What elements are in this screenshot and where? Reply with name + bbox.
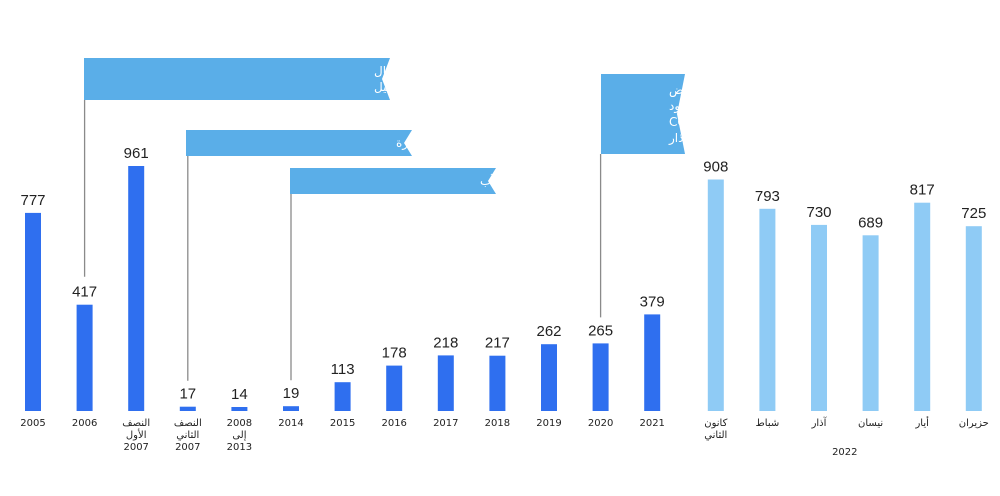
tick-label-2-2: 2007	[123, 442, 148, 453]
bar-4	[231, 407, 248, 411]
value-label-17: 817	[910, 182, 935, 199]
tick-label-4-2: 2013	[227, 442, 252, 453]
tick-label-1-0: 2006	[72, 418, 97, 429]
value-label-11: 265	[588, 322, 613, 339]
bar-6	[334, 382, 351, 411]
tick-label-18-0: حزيران	[959, 418, 989, 429]
tick-label-2-1: الأول	[126, 428, 147, 441]
annotations-layer: آذار 2006 -إسرائيل تتوقف عن السماح للعما…	[83, 58, 727, 381]
annotation-text-3-3: منذ آذار	[668, 130, 707, 146]
tick-label-5-0: 2014	[278, 418, 303, 429]
bar-7	[386, 365, 403, 411]
tick-label-3-0: النصف	[174, 418, 202, 429]
value-labels-layer: 777 417 961 17 14 19 113 178 218 217 262 265 379 908 7…	[20, 145, 986, 403]
annotation-text-0-0: آذار 2006 -إسرائيل تتوقف عن السماح للعما…	[374, 63, 606, 79]
tick-label-8-0: 2017	[433, 418, 458, 429]
tick-label-14-0: شباط	[756, 418, 780, 429]
bar-10	[541, 344, 557, 411]
tick-label-11-0: 2020	[588, 418, 613, 429]
tick-label-6-0: 2015	[330, 418, 355, 429]
tick-label-3-1: الثاني	[176, 430, 199, 441]
value-label-0: 777	[20, 192, 45, 209]
tick-label-7-0: 2016	[381, 418, 406, 429]
bar-12	[644, 314, 661, 411]
bars-layer	[25, 166, 982, 411]
tick-label-9-0: 2018	[485, 418, 510, 429]
group-label-2022: 2022	[832, 447, 857, 458]
value-label-16: 689	[858, 214, 883, 231]
bar-13	[707, 179, 724, 411]
bar-3	[179, 406, 196, 411]
tick-label-2-0: النصف	[122, 418, 150, 429]
tick-label-15-0: آذار	[811, 416, 828, 429]
annotation-box-0	[84, 58, 390, 100]
bar-1	[76, 304, 93, 411]
bar-11	[592, 343, 609, 411]
tick-label-0-0: 2005	[20, 418, 45, 429]
bar-9	[489, 355, 506, 411]
value-label-14: 793	[755, 188, 780, 205]
value-label-9: 217	[485, 335, 510, 352]
bar-5	[283, 406, 299, 411]
value-label-2: 961	[124, 145, 149, 162]
value-label-4: 14	[231, 386, 248, 403]
value-label-12: 379	[640, 293, 665, 310]
value-label-5: 19	[283, 385, 300, 402]
tick-label-10-0: 2019	[536, 418, 561, 429]
annotation-text-0-1: الفلسطينيين بدخول إسرائيل	[374, 80, 514, 95]
tick-label-17-0: أيار	[914, 416, 929, 429]
value-label-10: 262	[536, 323, 561, 340]
tick-label-3-2: 2007	[175, 442, 200, 453]
tick-labels-layer: 2005 2006 النصفالأول2007النصفالثاني2007200…	[20, 416, 989, 458]
annotation-text-3-1: قيود	[669, 99, 690, 114]
annotation-text-3-2: COVID-19	[669, 115, 727, 129]
value-label-1: 417	[72, 284, 97, 301]
value-label-15: 730	[806, 204, 831, 221]
tick-label-13-0: كانون	[704, 418, 727, 429]
bar-14	[759, 208, 776, 411]
bar-2	[128, 166, 145, 411]
annotation-text-2-0: تصعيد الأعمال القتالية تموز - آب	[480, 173, 640, 189]
tick-label-4-0: 2008	[227, 418, 252, 429]
tick-label-13-1: الثاني	[704, 430, 727, 441]
bar-18	[965, 226, 982, 411]
tick-label-16-0: نيسان	[858, 418, 883, 429]
tick-label-12-0: 2021	[639, 418, 664, 429]
bar-0	[25, 212, 41, 411]
annotation-text-1-0: حزيران 2007 - فرض الحصار على غزة	[396, 136, 592, 151]
bar-8	[437, 355, 454, 411]
value-label-13: 908	[703, 159, 728, 176]
value-label-6: 113	[331, 361, 355, 378]
bar-15	[811, 224, 827, 411]
annotation-box-2	[290, 168, 496, 194]
annotation-box-3	[601, 74, 685, 154]
value-label-7: 178	[382, 345, 407, 362]
value-label-18: 725	[961, 205, 986, 222]
bar-17	[914, 202, 931, 411]
tick-label-4-1: إلى	[232, 430, 246, 441]
value-label-3: 17	[179, 386, 196, 403]
annotation-text-3-0: تم فرض	[669, 83, 711, 98]
bar-16	[862, 235, 879, 411]
value-label-8: 218	[433, 334, 458, 351]
annotation-box-1	[186, 130, 412, 156]
